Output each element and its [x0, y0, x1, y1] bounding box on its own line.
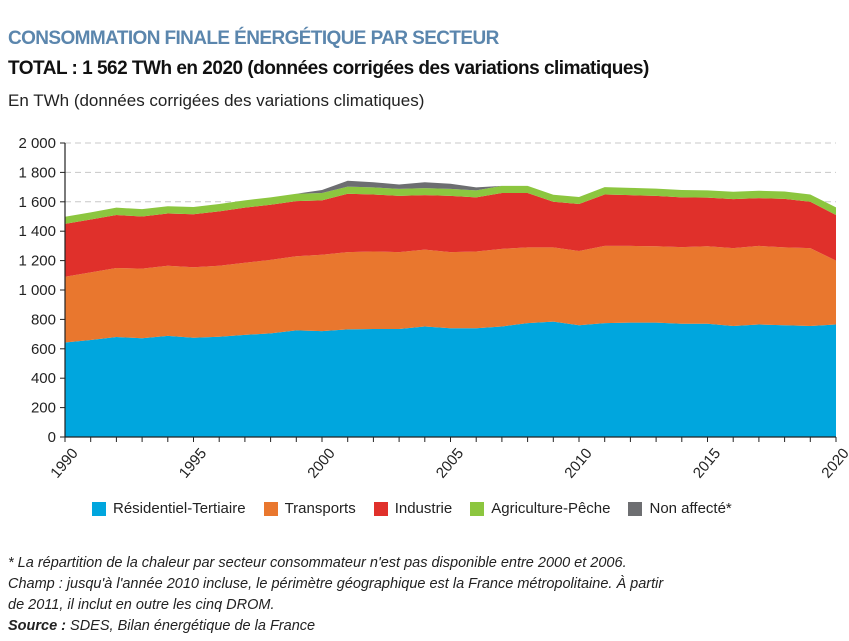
legend-label: Industrie — [394, 500, 453, 517]
y-tick-label: 200 — [31, 400, 56, 417]
legend-swatch — [470, 501, 485, 516]
stacked-area-chart: 0 200 400 600 800 1 000 1 200 1 400 1 600 1 800 2 … — [18, 135, 849, 482]
source-label: Source : — [8, 618, 67, 634]
legend-item-transports: Transports — [263, 500, 356, 517]
legend-item-industrie: Industrie — [373, 500, 453, 517]
y-tick-label: 400 — [31, 370, 56, 387]
area-agriculture-p-che — [65, 185, 836, 224]
area-r-sidentiel-tertiaire — [65, 321, 836, 437]
source-text: SDES, Bilan énergétique de la France — [66, 618, 316, 634]
footnotes: * La répartition de la chaleur par secte… — [8, 553, 663, 637]
area-non-affect — [65, 180, 836, 217]
y-tick-label: 0 — [48, 429, 56, 446]
y-tick-label: 800 — [31, 311, 56, 328]
legend-swatch — [92, 501, 106, 516]
legend-item-agriculture: Agriculture-Pêche — [470, 500, 610, 517]
x-tick-label: 2000 — [304, 445, 338, 481]
y-tick-label: 1 000 — [18, 282, 56, 299]
source-line: Source : SDES, Bilan énergétique de la F… — [8, 616, 663, 637]
unit-label: En TWh (données corrigées des variations… — [8, 91, 425, 110]
y-tick-label: 2 000 — [18, 135, 56, 152]
y-tick-label: 600 — [31, 341, 56, 358]
y-tick-label: 1 800 — [18, 164, 56, 181]
legend-item-non-affecte: Non affecté* — [628, 500, 732, 517]
chart-subtitle: TOTAL : 1 562 TWh en 2020 (données corri… — [8, 58, 649, 79]
y-tick-label: 1 600 — [18, 194, 56, 211]
x-tick-label: 1990 — [47, 445, 81, 481]
legend-label: Agriculture-Pêche — [491, 500, 611, 517]
x-tick-label: 2010 — [561, 445, 595, 481]
y-tick-label: 1 400 — [18, 223, 56, 240]
footnote-line: de 2011, il inclut en outre les cinq DRO… — [8, 597, 275, 613]
x-tick-label: 2020 — [818, 445, 849, 481]
x-tick-label: 1995 — [176, 445, 210, 481]
x-tick-label: 2005 — [433, 445, 467, 481]
footnote-line: Champ : jusqu'à l'année 2010 incluse, le… — [8, 576, 664, 592]
legend-label: Résidentiel-Tertiaire — [113, 500, 246, 517]
area-transports — [65, 245, 836, 343]
area-industrie — [65, 192, 836, 277]
y-tick-label: 1 200 — [18, 253, 56, 270]
legend-swatch — [263, 501, 278, 516]
chart-title: CONSOMMATION FINALE ÉNERGÉTIQUE PAR SECT… — [8, 28, 499, 49]
legend-swatch — [628, 501, 643, 516]
footnote-line: * La répartition de la chaleur par secte… — [8, 555, 627, 571]
legend-label: Non affecté* — [649, 500, 732, 517]
legend-label: Transports — [284, 500, 356, 517]
x-tick-label: 2015 — [690, 445, 724, 481]
legend-item-residentiel: Résidentiel-Tertiaire — [92, 500, 246, 517]
legend-swatch — [373, 501, 388, 516]
legend: Résidentiel-Tertiaire Transports Industr… — [92, 500, 750, 517]
